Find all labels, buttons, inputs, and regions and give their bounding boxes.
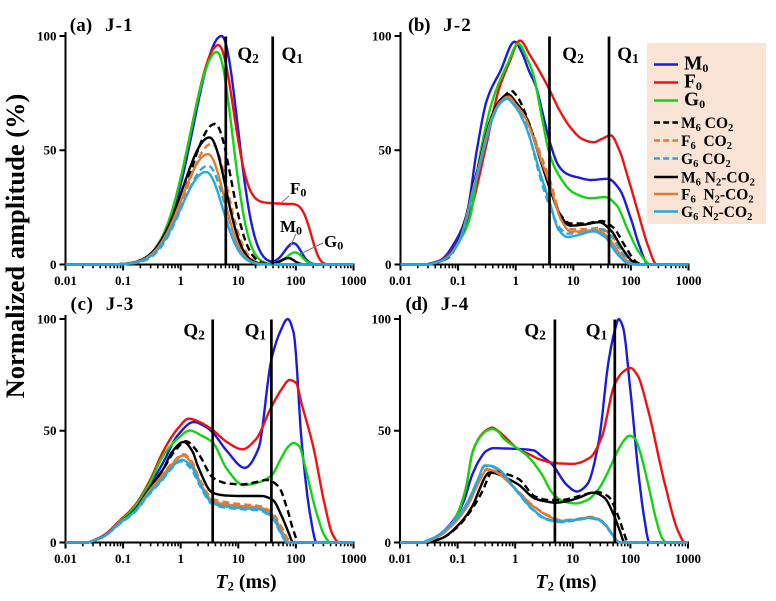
svg-text:0.01: 0.01 xyxy=(389,273,412,288)
svg-text:50: 50 xyxy=(44,143,57,158)
svg-text:1: 1 xyxy=(512,551,519,566)
svg-text:50: 50 xyxy=(378,423,391,438)
svg-text:0: 0 xyxy=(385,535,392,550)
svg-text:100: 100 xyxy=(372,28,392,43)
svg-text:0.1: 0.1 xyxy=(450,273,466,288)
svg-text:F6 N2-CO2: F6 N2-CO2 xyxy=(681,187,754,206)
svg-text:1: 1 xyxy=(177,273,184,288)
svg-text:1000: 1000 xyxy=(675,551,701,566)
svg-text:Normalized amplitude (%): Normalized amplitude (%) xyxy=(0,94,30,399)
svg-text:1000: 1000 xyxy=(676,273,702,288)
svg-text:1000: 1000 xyxy=(341,551,367,566)
svg-text:(c): (c) xyxy=(71,294,93,315)
svg-text:100: 100 xyxy=(372,311,392,326)
svg-text:10: 10 xyxy=(566,551,579,566)
svg-text:0: 0 xyxy=(385,257,392,272)
svg-text:1000: 1000 xyxy=(341,273,367,288)
svg-text:0.01: 0.01 xyxy=(389,551,412,566)
svg-text:0.1: 0.1 xyxy=(115,273,131,288)
svg-text:10: 10 xyxy=(232,273,245,288)
svg-text:10: 10 xyxy=(567,273,580,288)
svg-text:0.1: 0.1 xyxy=(449,551,465,566)
svg-text:J-1: J-1 xyxy=(105,15,132,36)
svg-text:0.1: 0.1 xyxy=(115,551,131,566)
svg-text:0.01: 0.01 xyxy=(54,551,77,566)
svg-text:0: 0 xyxy=(50,257,57,272)
svg-text:100: 100 xyxy=(286,551,306,566)
svg-text:100: 100 xyxy=(621,273,641,288)
svg-text:0: 0 xyxy=(50,535,57,550)
svg-text:M0: M0 xyxy=(684,54,708,76)
svg-text:J-3: J-3 xyxy=(106,294,133,315)
svg-text:G6 N2-CO2: G6 N2-CO2 xyxy=(681,204,752,223)
svg-text:M6 CO2: M6 CO2 xyxy=(681,115,733,134)
svg-text:100: 100 xyxy=(37,28,57,43)
svg-text:G6 CO2: G6 CO2 xyxy=(681,151,731,170)
svg-text:(a): (a) xyxy=(70,15,92,36)
svg-text:50: 50 xyxy=(379,143,392,158)
svg-text:10: 10 xyxy=(232,551,245,566)
svg-text:(d): (d) xyxy=(406,294,428,315)
svg-text:(b): (b) xyxy=(408,15,430,36)
svg-text:J-2: J-2 xyxy=(443,15,470,36)
svg-text:100: 100 xyxy=(286,273,306,288)
svg-text:50: 50 xyxy=(44,423,57,438)
svg-text:F6 CO2: F6 CO2 xyxy=(681,133,732,152)
svg-text:T2 (ms): T2 (ms) xyxy=(215,571,276,594)
svg-text:J-4: J-4 xyxy=(441,294,469,315)
svg-text:T2 (ms): T2 (ms) xyxy=(535,571,596,594)
svg-text:1: 1 xyxy=(177,551,184,566)
svg-text:100: 100 xyxy=(37,311,57,326)
svg-text:0.01: 0.01 xyxy=(54,273,77,288)
svg-text:1: 1 xyxy=(512,273,519,288)
svg-text:100: 100 xyxy=(621,551,641,566)
